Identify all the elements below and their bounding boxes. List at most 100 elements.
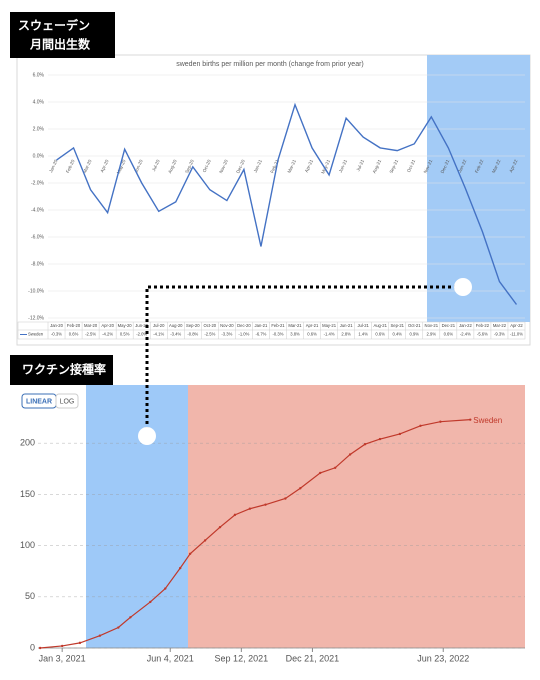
x-tick-label: Jan-22: [457, 158, 468, 173]
table-category: Apr-20: [101, 323, 114, 328]
x-tick-label: Jan-20: [48, 158, 59, 173]
data-point: [264, 503, 267, 506]
y-tick-label: 50: [25, 591, 35, 601]
data-point: [419, 424, 422, 427]
table-category: Feb-22: [476, 323, 490, 328]
data-label: -5.6%: [477, 332, 488, 337]
y-tick-label: 100: [20, 540, 35, 550]
data-point: [129, 616, 132, 619]
x-tick-label: Dec-20: [235, 158, 246, 174]
label-box: [10, 355, 113, 385]
data-label: 0.6%: [69, 332, 79, 337]
y-tick-label: 6.0%: [33, 72, 45, 78]
x-tick-label: Dec-21: [440, 158, 451, 174]
data-point: [98, 634, 102, 637]
data-point: [218, 525, 222, 529]
table-category: Sep-20: [186, 323, 200, 328]
data-point: [363, 443, 367, 446]
x-tick-label: Nov-21: [423, 158, 434, 174]
x-tick-label: Sep-21: [389, 158, 400, 174]
legend-label: Sweden: [28, 332, 44, 337]
data-label: -0.3%: [273, 332, 284, 337]
data-label: -3.3%: [221, 332, 232, 337]
data-point: [78, 641, 82, 645]
data-line: [40, 419, 471, 649]
x-tick-label: Aug-20: [167, 158, 178, 174]
data-point: [178, 566, 182, 570]
x-tick-label: Mar-20: [82, 158, 93, 173]
x-tick-label: May-20: [116, 158, 127, 174]
table-category: Apr-21: [306, 323, 319, 328]
y-tick-label: 2.0%: [33, 126, 45, 132]
x-tick-label: Jul-20: [151, 158, 161, 172]
table-category: Feb-21: [271, 323, 285, 328]
data-label: -1.0%: [238, 332, 249, 337]
table-category: Dec-20: [237, 323, 251, 328]
scale-button-label[interactable]: LOG: [60, 398, 75, 405]
data-label: -4.1%: [153, 332, 164, 337]
x-tick-label: Apr-20: [99, 158, 109, 173]
table-category: May-21: [322, 323, 337, 328]
y-tick-label: 200: [20, 438, 35, 448]
table-category: Mar-20: [84, 323, 98, 328]
y-tick-label: -8.0%: [31, 261, 45, 267]
y-tick-label: -12.0%: [28, 315, 44, 321]
data-point: [348, 453, 352, 456]
table-category: Jun-21: [340, 323, 353, 328]
data-line: [56, 102, 518, 305]
x-tick-label: Jan 3, 2021: [39, 653, 86, 663]
data-point: [149, 600, 152, 604]
x-tick-label: Jan-21: [253, 158, 264, 173]
data-label: -2.0%: [136, 332, 147, 337]
data-point: [439, 420, 442, 423]
data-label: 0.6%: [444, 332, 454, 337]
table-category: May-20: [118, 323, 133, 328]
data-label: -0.8%: [187, 332, 198, 337]
x-tick-label: Oct-21: [406, 158, 416, 173]
table-category: Jul-20: [153, 323, 165, 328]
x-tick-label: Feb-20: [65, 158, 76, 173]
data-table: [17, 321, 526, 340]
data-label: -6.7%: [255, 332, 266, 337]
data-label: 2.8%: [341, 332, 351, 337]
scale-button-label[interactable]: LINEAR: [26, 398, 52, 405]
data-point: [299, 487, 302, 490]
data-label: 2.9%: [427, 332, 437, 337]
table-category: Aug-21: [373, 323, 387, 328]
x-tick-label: May-21: [320, 158, 331, 174]
table-category: Jan-20: [50, 323, 63, 328]
x-tick-label: Aug-21: [372, 158, 383, 174]
scale-button[interactable]: [55, 393, 79, 409]
section-label: 月間出生数: [29, 37, 91, 52]
y-tick-label: -4.0%: [31, 207, 45, 213]
x-tick-label: Jun 23, 2022: [417, 653, 469, 663]
table-category: Apr-22: [510, 323, 523, 328]
data-point: [203, 539, 207, 542]
chart-title: sweden births per million per month (cha…: [176, 61, 364, 68]
data-label: 0.9%: [409, 332, 419, 337]
data-label: 3.8%: [290, 332, 300, 337]
highlight-band: [86, 385, 188, 648]
data-point: [164, 587, 167, 590]
y-tick-label: -2.0%: [31, 180, 45, 186]
table-category: Mar-22: [493, 323, 507, 328]
data-label: 0.4%: [392, 332, 402, 337]
x-tick-label: Jul-21: [355, 158, 365, 172]
data-label: -2.5%: [204, 332, 215, 337]
data-label: -2.4%: [460, 332, 471, 337]
data-point: [469, 418, 472, 421]
x-tick-label: Mar-21: [286, 158, 297, 173]
data-point: [60, 644, 64, 648]
highlight-band: [427, 55, 530, 322]
data-label: -9.3%: [494, 332, 505, 337]
data-point: [333, 466, 337, 469]
y-tick-label: 150: [20, 489, 35, 499]
data-label: -11.0%: [510, 332, 523, 337]
table-category: Dec-21: [442, 323, 456, 328]
table-category: Jul-21: [357, 323, 369, 328]
data-point: [233, 513, 237, 517]
table-category: Mar-21: [288, 323, 302, 328]
x-tick-label: Jun-20: [133, 158, 144, 173]
